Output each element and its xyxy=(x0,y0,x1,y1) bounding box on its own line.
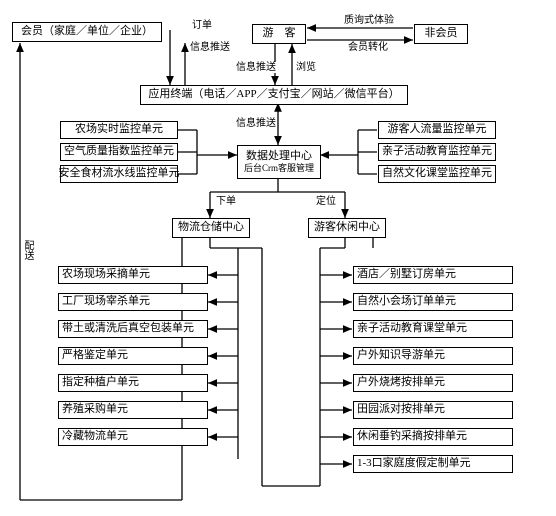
text: 亲子活动教育监控单元 xyxy=(382,145,492,159)
text: 农场现场采摘单元 xyxy=(62,268,150,282)
text: 冷藏物流单元 xyxy=(62,430,128,444)
text: 自然文化课堂监控单元 xyxy=(382,167,492,181)
text: 酒店／别墅订房单元 xyxy=(357,268,456,282)
node-tour-unit-7: 1-3口家庭度假定制单元 xyxy=(353,455,513,473)
text-l1: 数据处理中心 xyxy=(246,150,312,164)
text: 亲子活动教育课堂单元 xyxy=(357,322,467,336)
label-infopush: 信息推送 xyxy=(190,42,230,53)
node-member: 会员（家庭／单位／企业） xyxy=(12,22,162,42)
node-left-mon-1: 空气质量指数监控单元 xyxy=(60,143,178,161)
text: 工厂现场宰杀单元 xyxy=(62,295,150,309)
node-tour-unit-4: 户外烧烤按排单元 xyxy=(353,374,513,392)
label-infopush3: 信息推送 xyxy=(236,118,276,129)
node-logistics-center: 物流仓储中心 xyxy=(172,218,250,238)
text: 安全食材流水线监控单元 xyxy=(59,167,180,181)
node-logi-unit-6: 冷藏物流单元 xyxy=(58,428,208,446)
node-logi-unit-4: 指定种植户单元 xyxy=(58,374,208,392)
node-visitor: 游 客 xyxy=(252,24,306,44)
text: 1-3口家庭度假定制单元 xyxy=(357,457,471,471)
text: 应用终端（电话／APP／支付宝／网站／微信平台） xyxy=(148,88,399,102)
label-browse: 浏览 xyxy=(296,62,316,73)
node-logi-unit-1: 工厂现场宰杀单元 xyxy=(58,293,208,311)
node-logi-unit-3: 严格鉴定单元 xyxy=(58,347,208,365)
node-tour-unit-1: 自然小会场订单单元 xyxy=(353,293,513,311)
label-convert: 会员转化 xyxy=(348,42,388,53)
text: 养殖采购单元 xyxy=(62,403,128,417)
node-tourist-center: 游客休闲中心 xyxy=(308,218,386,238)
node-left-mon-2: 安全食材流水线监控单元 xyxy=(60,165,178,183)
node-right-mon-2: 自然文化课堂监控单元 xyxy=(378,165,496,183)
text: 田园派对按排单元 xyxy=(357,403,445,417)
node-nonmember: 非会员 xyxy=(414,24,468,44)
text: 会员（家庭／单位／企业） xyxy=(21,25,153,39)
text: 空气质量指数监控单元 xyxy=(64,145,174,159)
text: 户外烧烤按排单元 xyxy=(357,376,445,390)
text: 户外知识导游单元 xyxy=(357,349,445,363)
node-logi-unit-5: 养殖采购单元 xyxy=(58,401,208,419)
text: 游客人流量监控单元 xyxy=(388,123,487,137)
node-logi-unit-0: 农场现场采摘单元 xyxy=(58,266,208,284)
text-l2: 后台Crm客服管理 xyxy=(244,163,314,174)
label-inquiry: 质询式体验 xyxy=(344,15,394,26)
label-place-order: 下单 xyxy=(216,196,236,207)
node-data-center: 数据处理中心 后台Crm客服管理 xyxy=(237,145,321,179)
text: 农场实时监控单元 xyxy=(75,123,163,137)
node-tour-unit-3: 户外知识导游单元 xyxy=(353,347,513,365)
label-deliver: 配送 xyxy=(22,240,33,260)
label-infopush2: 信息推送 xyxy=(236,62,276,73)
node-left-mon-0: 农场实时监控单元 xyxy=(60,121,178,139)
node-logi-unit-2: 带土或清洗后真空包装单元 xyxy=(58,320,208,338)
text: 游 客 xyxy=(263,27,296,41)
label-locate: 定位 xyxy=(316,196,336,207)
node-app-terminal: 应用终端（电话／APP／支付宝／网站／微信平台） xyxy=(140,85,408,105)
node-tour-unit-5: 田园派对按排单元 xyxy=(353,401,513,419)
node-right-mon-1: 亲子活动教育监控单元 xyxy=(378,143,496,161)
text: 休闲垂钓采摘按排单元 xyxy=(357,430,467,444)
text: 自然小会场订单单元 xyxy=(357,295,456,309)
node-right-mon-0: 游客人流量监控单元 xyxy=(378,121,496,139)
text: 游客休闲中心 xyxy=(314,221,380,235)
text: 带土或清洗后真空包装单元 xyxy=(62,322,194,336)
node-tour-unit-6: 休闲垂钓采摘按排单元 xyxy=(353,428,513,446)
text: 非会员 xyxy=(425,27,458,41)
label-order: 订单 xyxy=(192,20,212,31)
text: 指定种植户单元 xyxy=(62,376,139,390)
node-tour-unit-0: 酒店／别墅订房单元 xyxy=(353,266,513,284)
node-tour-unit-2: 亲子活动教育课堂单元 xyxy=(353,320,513,338)
text: 严格鉴定单元 xyxy=(62,349,128,363)
text: 物流仓储中心 xyxy=(178,221,244,235)
